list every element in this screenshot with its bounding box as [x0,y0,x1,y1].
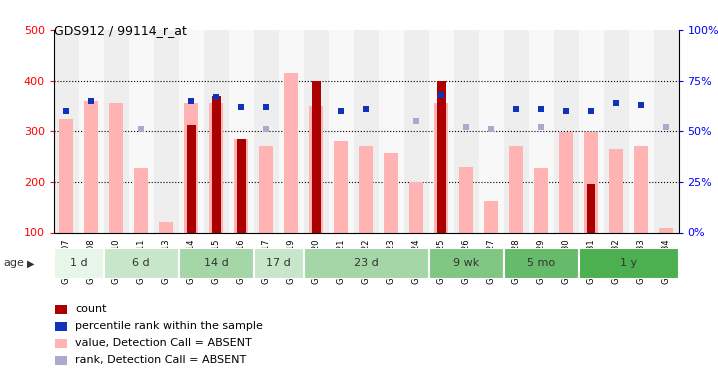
Bar [312,81,320,232]
Bar [234,139,248,232]
Bar [437,81,445,232]
Bar [503,30,528,232]
Bar [628,30,653,232]
Bar [384,153,398,232]
Bar [335,141,348,232]
Text: ▶: ▶ [27,258,34,268]
Bar [409,182,423,232]
Text: count: count [75,304,107,314]
Bar [279,30,304,232]
Bar [587,184,595,232]
Bar [653,30,679,232]
Text: rank, Detection Call = ABSENT: rank, Detection Call = ABSENT [75,355,247,365]
Bar [554,30,579,232]
Bar [609,149,623,232]
Bar [579,30,604,232]
Bar [434,104,448,232]
Bar [528,30,554,232]
Text: 17 d: 17 d [266,258,291,268]
Bar [159,222,173,232]
Bar [187,124,195,232]
Text: 6 d: 6 d [133,258,150,268]
Bar [253,30,279,232]
Bar [534,168,548,232]
Bar [460,166,473,232]
Text: 1 d: 1 d [70,258,88,268]
Bar [454,30,479,232]
Bar [60,118,73,232]
Bar [104,248,179,279]
Bar [179,30,204,232]
Bar [354,30,378,232]
Bar [210,104,223,232]
Bar [85,101,98,232]
Bar [484,201,498,232]
Bar [378,30,404,232]
Bar [259,147,273,232]
Bar [204,30,229,232]
Bar [253,248,304,279]
Bar [503,248,579,279]
Bar [284,73,298,232]
Bar [129,30,154,232]
Text: GDS912 / 99114_r_at: GDS912 / 99114_r_at [54,24,187,38]
Bar [304,248,429,279]
Text: 9 wk: 9 wk [453,258,479,268]
Text: percentile rank within the sample: percentile rank within the sample [75,321,264,331]
Bar [185,104,198,232]
Bar [559,132,573,232]
Text: 23 d: 23 d [354,258,378,268]
Bar [109,104,123,232]
Bar [134,168,148,232]
Bar [329,30,354,232]
Text: 14 d: 14 d [204,258,228,268]
Bar [479,30,503,232]
Bar [634,147,648,232]
Bar [584,132,598,232]
Bar [154,30,179,232]
Text: age: age [4,258,24,268]
Bar [237,139,246,232]
Bar [54,248,104,279]
Bar [229,30,253,232]
Text: 5 mo: 5 mo [527,258,555,268]
Bar [509,147,523,232]
Text: 1 y: 1 y [620,258,637,268]
Bar [304,30,329,232]
Bar [429,248,503,279]
Bar [54,30,79,232]
Text: value, Detection Call = ABSENT: value, Detection Call = ABSENT [75,338,252,348]
Bar [659,228,673,232]
Bar [429,30,454,232]
Bar [104,30,129,232]
Bar [579,248,679,279]
Bar [359,147,373,232]
Bar [79,30,104,232]
Bar [212,96,220,232]
Bar [309,106,323,232]
Bar [604,30,628,232]
Bar [404,30,429,232]
Bar [179,248,253,279]
